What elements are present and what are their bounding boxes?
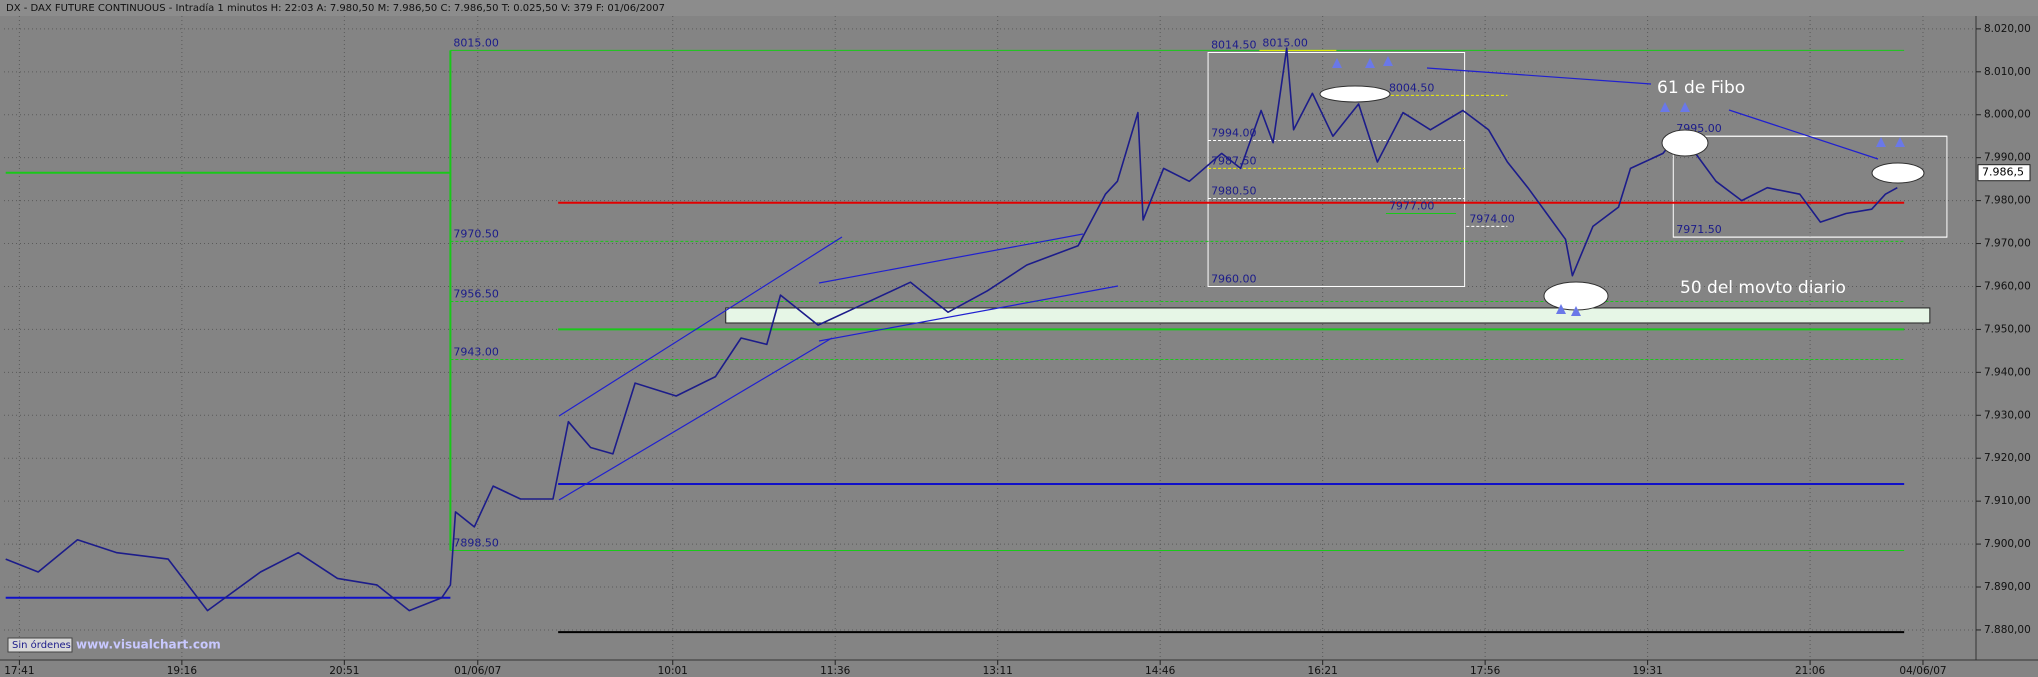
status: Sin órdenes	[12, 639, 71, 651]
header-bar	[0, 0, 2038, 16]
price-line	[5, 47, 1898, 612]
y-tick-label: 8.000,00	[1984, 109, 2031, 121]
level-label: 8014.50	[1211, 38, 1257, 51]
x-tick-label: 19:31	[1632, 665, 1662, 677]
x-tick-label: 10:01	[658, 665, 688, 677]
x-tick-label: 21:06	[1795, 665, 1826, 677]
level-label: 7960.00	[1211, 272, 1257, 285]
level-label: 7970.50	[453, 227, 499, 240]
level-label: 7971.50	[1676, 223, 1722, 236]
y-tick-label: 7.930,00	[1984, 409, 2031, 421]
level-label: 7898.50	[453, 537, 499, 550]
level-label: 7977.00	[1389, 199, 1435, 212]
y-tick-label: 7.990,00	[1984, 152, 2031, 164]
x-tick-label: 20:51	[329, 665, 359, 677]
y-tick-label: 7.950,00	[1984, 323, 2031, 335]
y-tick-label: 8.010,00	[1984, 66, 2031, 78]
y-tick-label: 7.900,00	[1984, 538, 2031, 550]
y-tick-label: 7.890,00	[1984, 581, 2031, 593]
chart-title: DX - DAX FUTURE CONTINUOUS - Intradía 1 …	[6, 2, 665, 14]
trend-lines	[558, 67, 1879, 501]
last-value-box	[1977, 164, 2031, 182]
y-tick-label: 7.910,00	[1984, 495, 2031, 507]
x-tick-label: 19:16	[167, 665, 198, 677]
plot: 8.020,00 8.010,00 8.000,00 7.990,00 7.980,00…	[4, 16, 2031, 677]
level-label: 7980.50	[1211, 184, 1257, 197]
level-label: 7956.50	[453, 288, 499, 301]
level-label: 7994.00	[1211, 127, 1257, 140]
ellipses	[1319, 85, 1925, 311]
x-tick-label: 16:21	[1308, 665, 1338, 677]
x-tick-label: 17:56	[1470, 665, 1501, 677]
y-tick-label: 7.880,00	[1984, 624, 2031, 636]
y-tick-label: 7.970,00	[1984, 238, 2031, 250]
zone	[725, 307, 1931, 324]
x-tick-label: 13:11	[983, 665, 1013, 677]
status-box	[7, 637, 73, 653]
x-tick-label: 14:46	[1145, 665, 1176, 677]
level-label: 8015.00	[1262, 36, 1308, 49]
x-tick-label: 11:36	[820, 665, 851, 677]
level-label: 8004.50	[1389, 81, 1435, 94]
watermark: www.visualchart.com	[76, 638, 221, 652]
last-value-label: 7.986,5	[1982, 166, 2024, 179]
level-label: 7974.00	[1469, 212, 1515, 225]
y-tick-label: 7.980,00	[1984, 195, 2031, 207]
annotation: 61 de Fibo	[1657, 78, 1745, 98]
level-label: 7943.00	[453, 345, 499, 358]
level-label: 8015.00	[453, 36, 499, 49]
y-tick-label: 8.020,00	[1984, 23, 2031, 35]
annotation: 50 del movto diario	[1680, 278, 1846, 298]
x-tick-label: 01/06/07	[454, 665, 501, 677]
y-tick-label: 7.940,00	[1984, 366, 2031, 378]
y-tick-label: 7.960,00	[1984, 280, 2031, 292]
y-tick-label: 7.920,00	[1984, 452, 2031, 464]
arrows	[1332, 56, 1905, 316]
x-tick-label: 04/06/07	[1899, 665, 1946, 677]
x-tick-label: 17:41	[4, 665, 34, 677]
